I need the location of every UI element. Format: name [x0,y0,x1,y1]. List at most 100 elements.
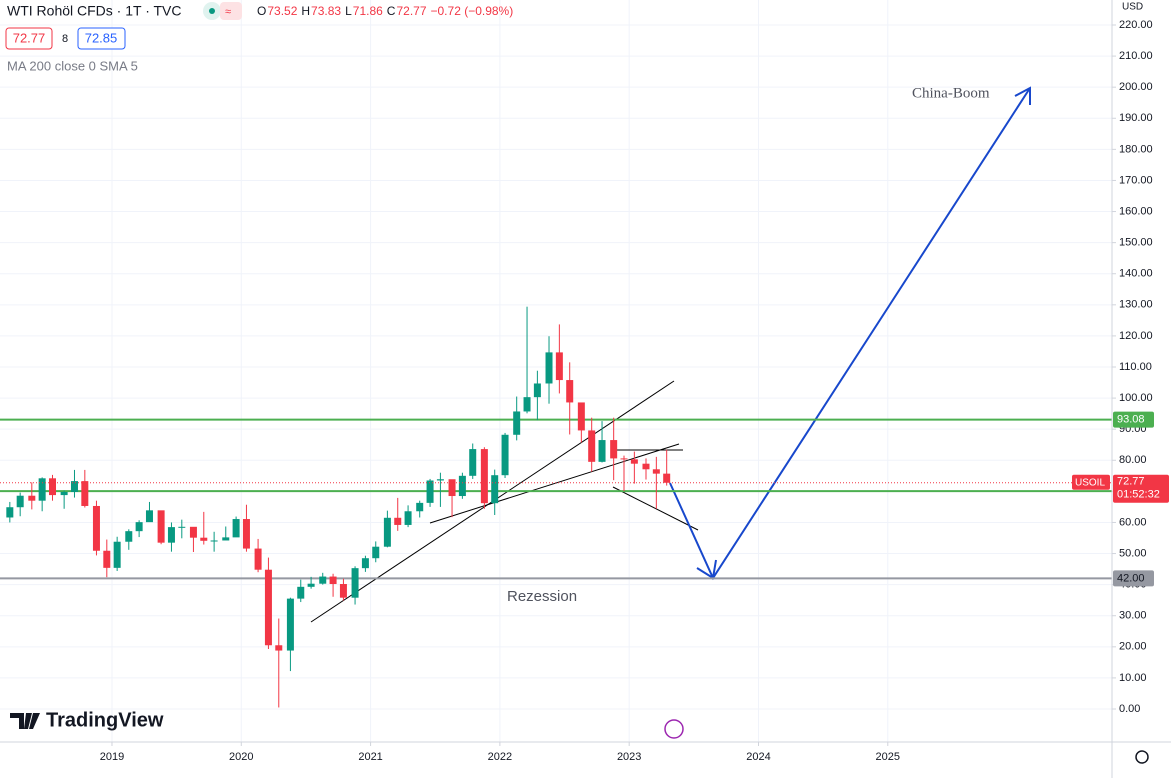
candle-body [307,583,315,587]
change: −0.72 (−0.98%) [431,4,514,18]
candle-body [394,517,402,525]
y-tick-label: 170.00 [1119,174,1153,186]
candle-body [642,463,650,470]
candle-body [404,511,412,525]
candle-body [200,537,208,541]
ohlc-label: H [301,4,310,18]
logo: TradingView [46,709,164,731]
candle-body [222,537,230,541]
candles [0,306,1112,708]
arrow-head [1014,86,1031,105]
ohlc-label: O [257,4,266,18]
y-tick-label: 130.00 [1119,299,1153,311]
sell-price[interactable]: 72.77 [13,30,46,45]
indicator: MA 200 close 0 SMA 5 [7,58,138,73]
candle-body [286,598,294,651]
candle-body [555,352,563,381]
candle-body [480,449,488,504]
symbol: WTI Rohöl CFDs · 1T · TVC [7,3,182,19]
candle-body [501,434,509,476]
y-tick-label: 200.00 [1119,81,1153,93]
candle-body [351,568,359,598]
status-icon: ≈ [225,6,231,18]
candle-body [426,480,434,503]
buy-box[interactable] [77,27,126,50]
candle-body [81,481,89,506]
ohlc-label: L [345,4,352,18]
event-icon[interactable] [664,719,684,739]
candle-body [264,569,272,646]
candle-body [383,517,391,547]
candle-body [232,519,240,538]
candle-body [189,526,197,538]
candle-body [92,505,100,551]
symbol-tag [1072,474,1110,490]
y-tick-label: 220.00 [1119,19,1153,31]
level-label: 93.08 [1117,414,1145,426]
candle-body [620,458,628,460]
candle-body [275,645,283,651]
spread: 8 [62,33,68,45]
candle-body [491,475,499,504]
y-tick-label: 210.00 [1119,50,1153,62]
level-tag [1113,570,1154,587]
candle-body [157,510,165,543]
candle-body [566,380,574,403]
candle-body [70,481,78,492]
candle-body [436,479,444,481]
candle-body [28,495,36,501]
y-tick-label: 10.00 [1119,672,1147,684]
candle-body [329,576,337,585]
countdown: 01:52:32 [1117,489,1160,501]
candle-body [610,440,618,459]
candle-body [103,550,111,568]
settings-icon[interactable] [1135,750,1149,764]
y-tick-label: 160.00 [1119,205,1153,217]
candle-body [38,478,46,501]
ohlc-value: 73.83 [311,4,341,18]
candle-body [60,491,68,496]
candle-body [533,383,541,398]
ohlc-value: 71.86 [353,4,383,18]
candle-body [448,479,456,497]
candle-body [469,449,477,476]
candle-body [178,526,186,528]
x-tick-label: 2024 [746,751,770,763]
ohlc-legend: O 73.52 H 73.83 L 71.86 C 72.77 −0.72 (−0.98%) [257,4,513,18]
y-tick-label: 0.00 [1119,703,1140,715]
candle-body [254,548,262,570]
price-label: 72.77 [1117,476,1145,488]
candle-body [339,584,347,598]
symbol-label: USOIL [1075,477,1105,488]
candle-body [416,502,424,512]
x-tick-label: 2025 [876,751,900,763]
price-tag [1113,474,1169,503]
y-tick-label: 20.00 [1119,641,1147,653]
candle-body [113,541,121,568]
annotation: China-Boom [912,85,990,101]
candle-body [652,469,660,474]
candle-body [145,510,153,523]
x-tick-label: 2021 [358,751,382,763]
candle-body [297,586,305,599]
buy-price[interactable]: 72.85 [85,30,118,45]
candle-body [458,475,466,497]
y-tick-label: 80.00 [1119,454,1147,466]
y-tick-label: 50.00 [1119,547,1147,559]
x-tick-label: 2020 [229,751,253,763]
candle-body [577,402,585,431]
currency[interactable]: USD [1122,2,1143,13]
grid [0,0,1112,742]
y-tick-label: 190.00 [1119,112,1153,124]
annotation: Rezession [507,588,577,605]
candle-body [361,558,369,569]
candle-body [598,440,606,462]
candle-body [210,540,218,542]
y-tick-label: 120.00 [1119,330,1153,342]
sell-box[interactable] [5,27,53,50]
y-tick-label: 30.00 [1119,610,1147,622]
x-tick-label: 2022 [488,751,512,763]
